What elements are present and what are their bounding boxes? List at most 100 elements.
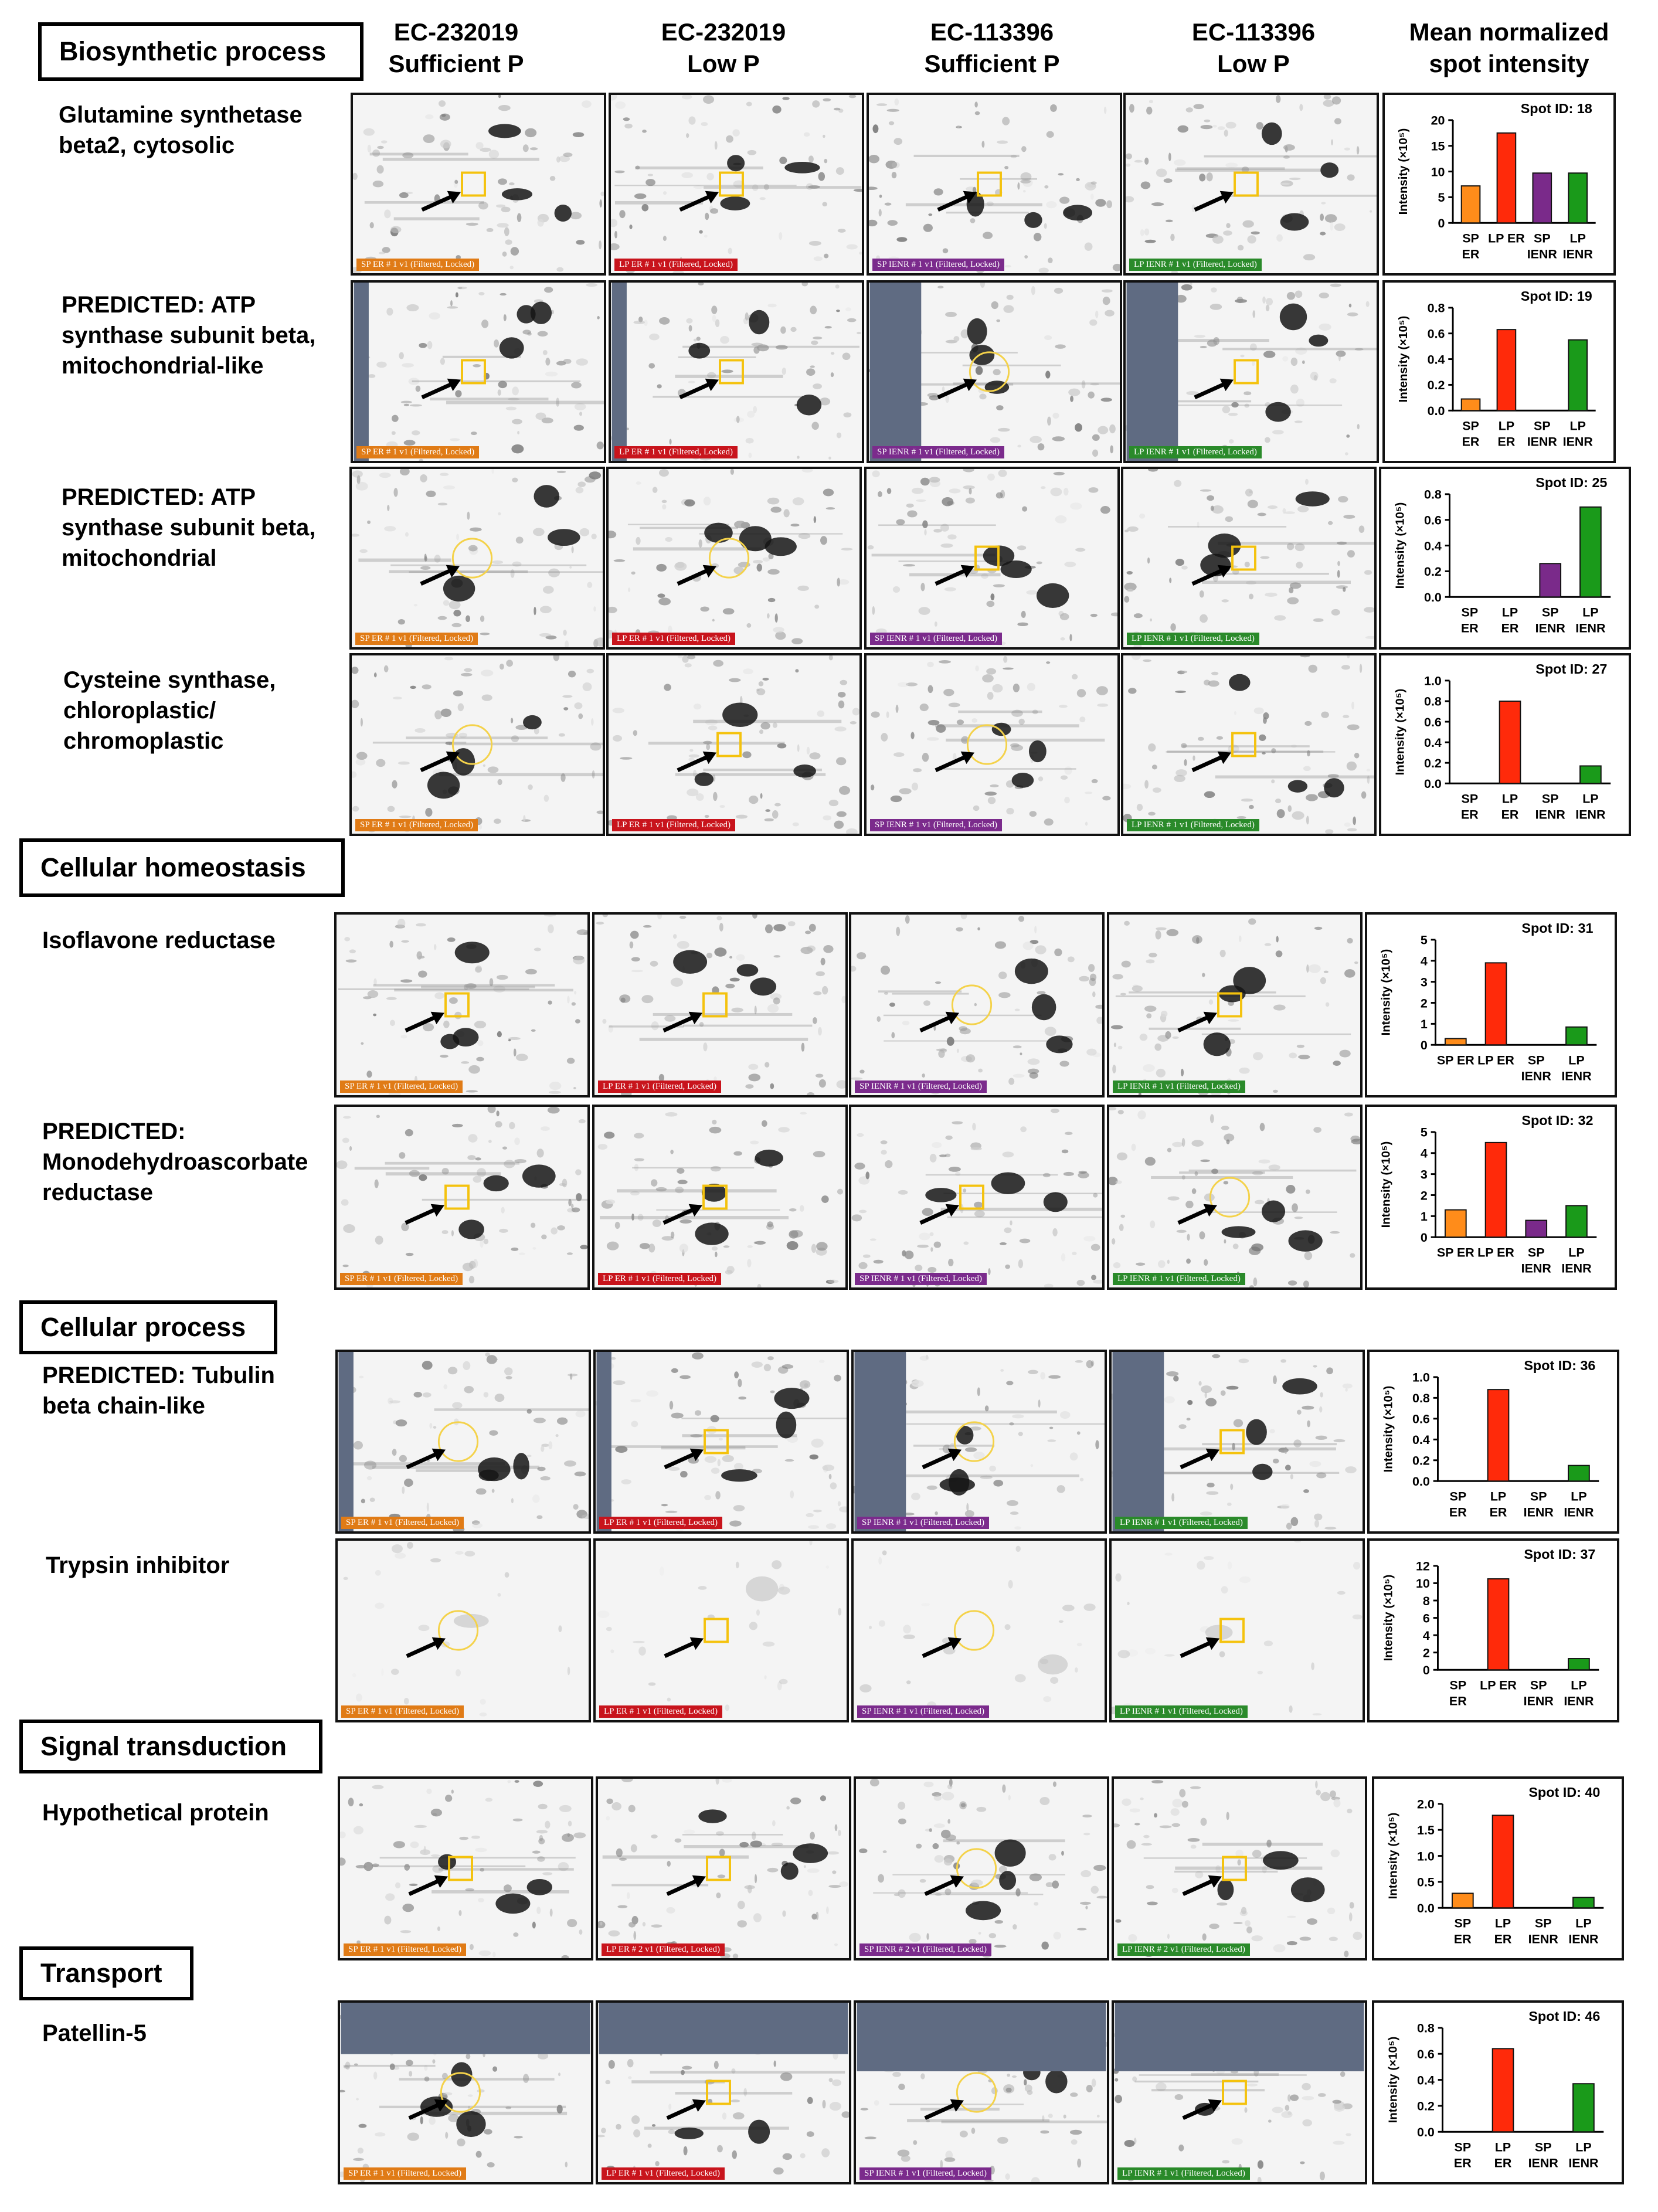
gel-speck: [894, 98, 899, 106]
gel-speck: [675, 1187, 684, 1194]
gel-speck: [391, 431, 396, 435]
gel-speck: [763, 184, 769, 191]
gel-speck: [1192, 755, 1195, 761]
x-tick-label: LP: [1570, 231, 1586, 245]
gel-speck: [611, 1802, 621, 1811]
y-axis-label: Intensity (×10⁵): [1397, 128, 1410, 215]
gel-speck: [1121, 960, 1131, 968]
gel-speck: [711, 305, 718, 314]
gel-speck: [1092, 449, 1099, 457]
gel-speck: [933, 188, 943, 196]
gel-speck: [1172, 1141, 1183, 1147]
x-tick-label: ER: [1462, 435, 1480, 449]
gel-speck: [1202, 973, 1205, 977]
gel-image: LP IENR # 1 v1 (Filtered, Locked): [1112, 2000, 1367, 2184]
gel-spots: [1112, 1352, 1357, 1531]
gel-speck: [1030, 1464, 1034, 1467]
gel-speck: [1299, 1936, 1312, 1941]
gel-speck: [345, 959, 357, 963]
gel-speck: [463, 984, 468, 990]
gel-speck: [407, 2132, 419, 2141]
gel-speck: [711, 1246, 718, 1251]
chart-title: Spot ID: 36: [1524, 1358, 1595, 1373]
gel-image: SP ER # 1 v1 (Filtered, Locked): [338, 2000, 593, 2184]
gel-speck: [1120, 1214, 1126, 1218]
gel-speck: [820, 957, 825, 966]
gel-streak: [892, 1474, 1079, 1477]
gel-speck: [1249, 1285, 1254, 1287]
gel-speck: [852, 708, 859, 716]
gel-speck: [523, 815, 526, 822]
gel-speck: [641, 204, 649, 212]
gel-speck: [1117, 1650, 1130, 1659]
gel-speck: [1238, 935, 1242, 942]
gel-speck: [1296, 1044, 1305, 1048]
gel-speck: [492, 1951, 496, 1958]
gel-speck: [1211, 671, 1219, 675]
gel-speck: [978, 1068, 983, 1073]
gel-speck: [420, 474, 427, 483]
gel-speck: [1093, 1279, 1102, 1284]
x-tick-label: IENR: [1527, 435, 1558, 449]
gel-speck: [736, 416, 740, 423]
gel-speck: [1006, 1381, 1014, 1385]
gel-speck: [1225, 516, 1234, 522]
gel-dark-spot: [1000, 560, 1032, 579]
gel-speck: [765, 809, 770, 812]
gel-speck: [933, 1823, 945, 1829]
gel-speck: [1354, 348, 1364, 351]
gel-speck: [1175, 294, 1187, 303]
gel-speck: [1165, 1031, 1171, 1039]
gel-speck: [1065, 1132, 1073, 1135]
spot-marker-box: [1231, 545, 1256, 571]
gel-streak: [875, 1410, 1057, 1413]
y-tick-label: 1.0: [1412, 1371, 1430, 1385]
gel-speck: [548, 1000, 552, 1005]
protein-name-line: PREDICTED: ATP: [62, 484, 256, 510]
gel-dark-spot: [1031, 994, 1056, 1021]
gel-margin-band: [596, 1352, 611, 1531]
gel-speck: [977, 1387, 980, 1396]
gel-speck: [1002, 1784, 1006, 1793]
y-tick-label: 0.0: [1417, 1901, 1435, 1915]
gel-speck: [996, 405, 1004, 410]
gel-speck: [576, 929, 587, 935]
gel-speck: [896, 926, 901, 936]
gel-speck: [813, 1509, 822, 1513]
gel-speck: [733, 1505, 745, 1511]
gel-speck: [626, 1892, 630, 1900]
gel-speck: [1006, 807, 1014, 815]
gel-speck: [611, 243, 620, 250]
gel-speck: [1144, 1005, 1157, 1012]
gel-speck: [716, 916, 722, 920]
gel-speck: [869, 155, 880, 164]
gel-speck: [923, 223, 933, 232]
gel-speck: [797, 744, 800, 752]
gel-streak: [1204, 155, 1377, 158]
gel-speck: [1077, 2158, 1082, 2168]
gel-streak: [385, 1161, 519, 1165]
gel-speck: [1122, 1798, 1132, 1806]
y-axis-label: Intensity (×10⁵): [1394, 689, 1407, 776]
gel-streak: [422, 1198, 587, 1201]
gel-spots: [869, 98, 1120, 273]
gel-streak: [929, 1894, 1044, 1895]
gel-speck: [1173, 1375, 1179, 1382]
gel-dark-spot: [495, 1893, 531, 1914]
x-tick-label: IENR: [1568, 2156, 1599, 2170]
gel-speck: [993, 584, 1005, 587]
gel-speck: [1244, 403, 1249, 408]
gel-spots: [354, 283, 604, 461]
x-tick-label: IENR: [1563, 247, 1594, 261]
gel-speck: [500, 663, 504, 670]
gel-speck: [573, 1504, 579, 1510]
gel-speck: [1247, 500, 1258, 508]
gel-speck: [922, 1073, 925, 1078]
gel-speck: [536, 1907, 541, 1914]
y-tick-label: 4: [1423, 1629, 1430, 1643]
gel-streak: [1146, 1447, 1336, 1450]
gel-speck: [857, 952, 867, 960]
gel-speck: [692, 1352, 704, 1360]
gel-streak: [633, 547, 762, 551]
gel-speck: [387, 806, 395, 812]
